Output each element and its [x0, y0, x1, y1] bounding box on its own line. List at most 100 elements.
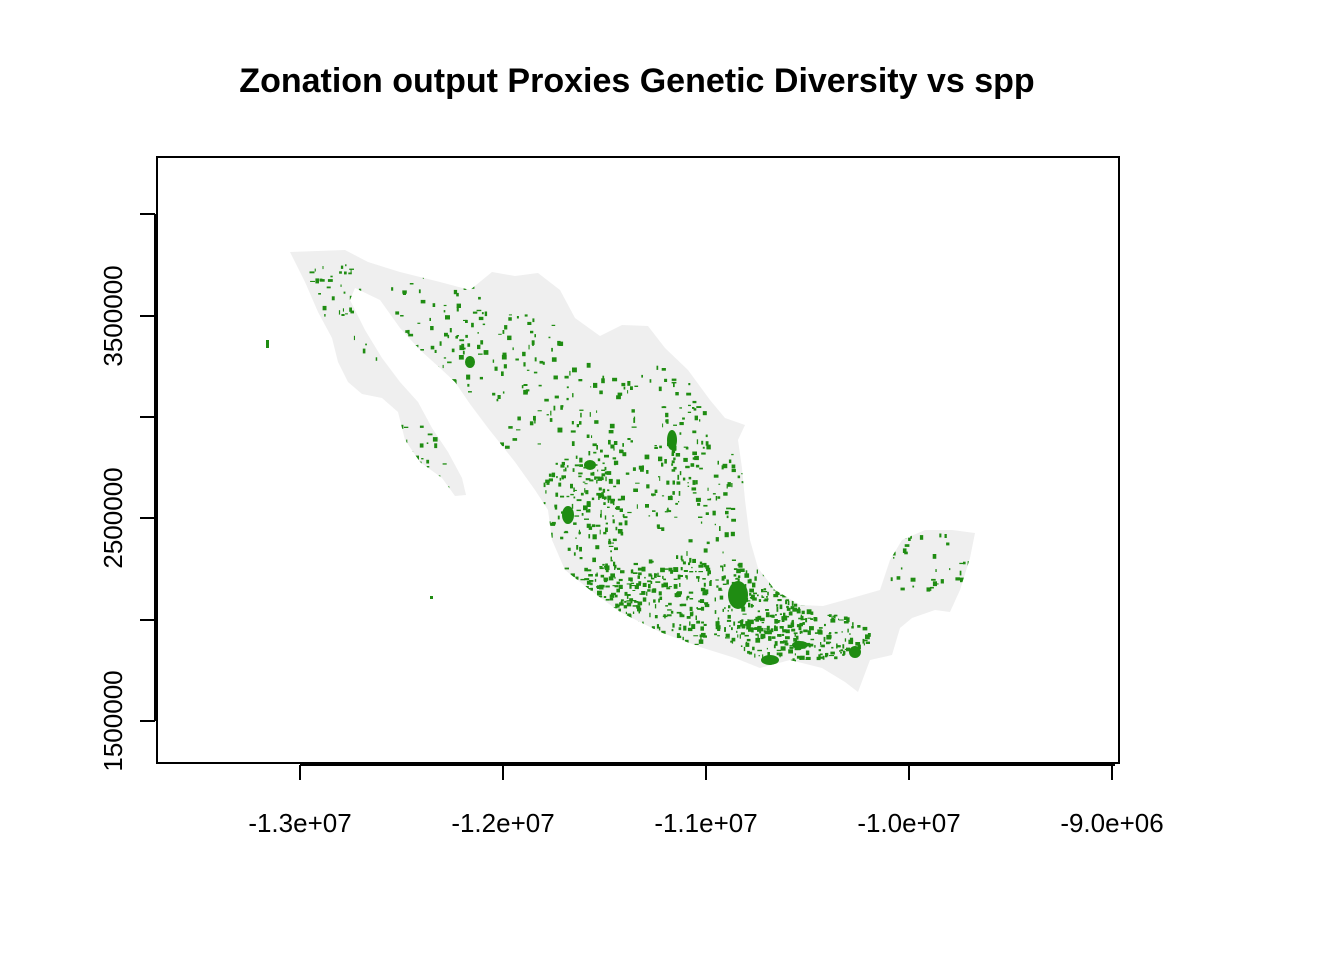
selected-area-patch	[767, 591, 769, 596]
selected-area-patch	[515, 358, 519, 361]
selected-area-patch	[680, 567, 683, 571]
selected-area-patch	[842, 653, 845, 656]
selected-area-patch	[681, 559, 684, 562]
selected-area-patch	[443, 304, 447, 307]
selected-area-patch	[612, 377, 618, 382]
selected-area-patch	[844, 638, 847, 642]
selected-area-patch	[348, 272, 352, 275]
selected-area-patch	[418, 492, 423, 494]
selected-area-patch	[717, 496, 721, 499]
selected-area-patch	[578, 472, 583, 475]
selected-area-patch	[579, 457, 583, 463]
selected-area-patch	[691, 624, 696, 629]
selected-area-patch	[365, 343, 367, 346]
selected-area-patch	[809, 600, 812, 606]
selected-area-patch	[521, 385, 524, 389]
selected-area-patch	[554, 507, 558, 510]
selected-area-patch	[641, 591, 646, 595]
selected-area-patch	[703, 562, 707, 568]
selected-area-patch	[662, 575, 664, 579]
selected-area-patch	[584, 488, 586, 493]
selected-area-patch	[480, 438, 485, 440]
selected-area-patch	[818, 649, 821, 652]
selected-area-patch	[585, 586, 589, 590]
selected-area-patch	[447, 361, 452, 364]
selected-area-patch	[661, 495, 665, 497]
selected-area-patch	[691, 566, 693, 569]
selected-area-patch	[663, 578, 666, 581]
selected-area-patch	[736, 627, 739, 630]
selected-area-patch	[637, 601, 643, 606]
selected-area-patch	[763, 630, 766, 633]
selected-area-patch	[555, 492, 559, 497]
selected-area-patch	[695, 615, 697, 620]
selected-area-patch	[615, 619, 620, 623]
selected-area-patch	[722, 463, 728, 469]
selected-area-patch	[605, 522, 608, 525]
selected-area-patch	[483, 350, 489, 355]
selected-area-patch	[633, 488, 638, 492]
selected-area-patch	[826, 641, 830, 645]
selected-area-patch	[724, 532, 729, 538]
selected-area-patch	[588, 574, 593, 577]
selected-area-patch	[385, 314, 390, 319]
selected-area-patch	[590, 472, 595, 476]
selected-area-patch	[727, 614, 731, 619]
selected-area-patch	[703, 590, 707, 595]
selected-area-patch	[692, 457, 697, 460]
selected-area-patch	[731, 608, 733, 612]
selected-area-patch	[545, 490, 547, 494]
selected-area-patch	[679, 422, 684, 426]
selected-area-patch	[663, 639, 668, 645]
selected-area-patch	[740, 632, 745, 635]
selected-area-patch	[810, 643, 814, 647]
selected-area-patch	[775, 614, 777, 616]
selected-area-patch	[694, 415, 698, 421]
selected-area-patch	[350, 269, 352, 274]
selected-area-patch	[656, 524, 660, 528]
selected-area-patch	[545, 543, 549, 546]
selected-area-patch	[809, 626, 814, 631]
selected-area-patch	[692, 407, 695, 409]
selected-area-patch	[642, 582, 647, 587]
selected-area-patch	[553, 405, 556, 411]
selected-area-patch	[814, 617, 818, 622]
selected-area-patch	[648, 573, 652, 577]
selected-area-patch	[940, 579, 944, 584]
selected-area-patch	[637, 631, 639, 635]
selected-area-patch	[718, 483, 721, 485]
selected-area-patch	[558, 341, 564, 346]
selected-area-patch	[561, 511, 564, 514]
selected-area-patch	[638, 581, 642, 584]
selected-area-patch	[659, 476, 661, 481]
selected-area-patch	[697, 608, 702, 610]
selected-area-patch	[827, 614, 830, 616]
selected-area-patch	[600, 574, 605, 578]
selected-area-patch	[731, 637, 736, 642]
selected-area-patch	[637, 607, 642, 612]
selected-area-patch	[432, 437, 438, 442]
selected-area-patch	[561, 475, 566, 479]
selected-area-patch	[748, 602, 751, 608]
selected-area-patch	[821, 644, 825, 648]
selected-area-patch	[625, 611, 627, 615]
x-tick: -9.0e+06	[1060, 765, 1164, 838]
selected-area-patch	[610, 498, 615, 502]
selected-area-patch	[749, 588, 754, 593]
selected-area-patch	[614, 637, 617, 640]
selected-area-patch	[561, 477, 564, 480]
selected-area-patch	[782, 580, 786, 582]
selected-area-patch	[760, 617, 765, 622]
selected-area-patch	[687, 627, 693, 632]
selected-area-patch	[626, 602, 632, 607]
selected-area-blob	[562, 506, 574, 524]
selected-area-patch	[862, 638, 865, 644]
selected-area-patch	[763, 588, 767, 591]
selected-area-patch	[594, 420, 599, 424]
selected-area-patch	[631, 426, 637, 428]
selected-area-patch	[456, 292, 459, 297]
selected-area-patch	[404, 426, 409, 428]
selected-area-patch	[692, 480, 696, 485]
selected-area-patch	[707, 570, 711, 575]
selected-area-patch	[798, 625, 802, 631]
